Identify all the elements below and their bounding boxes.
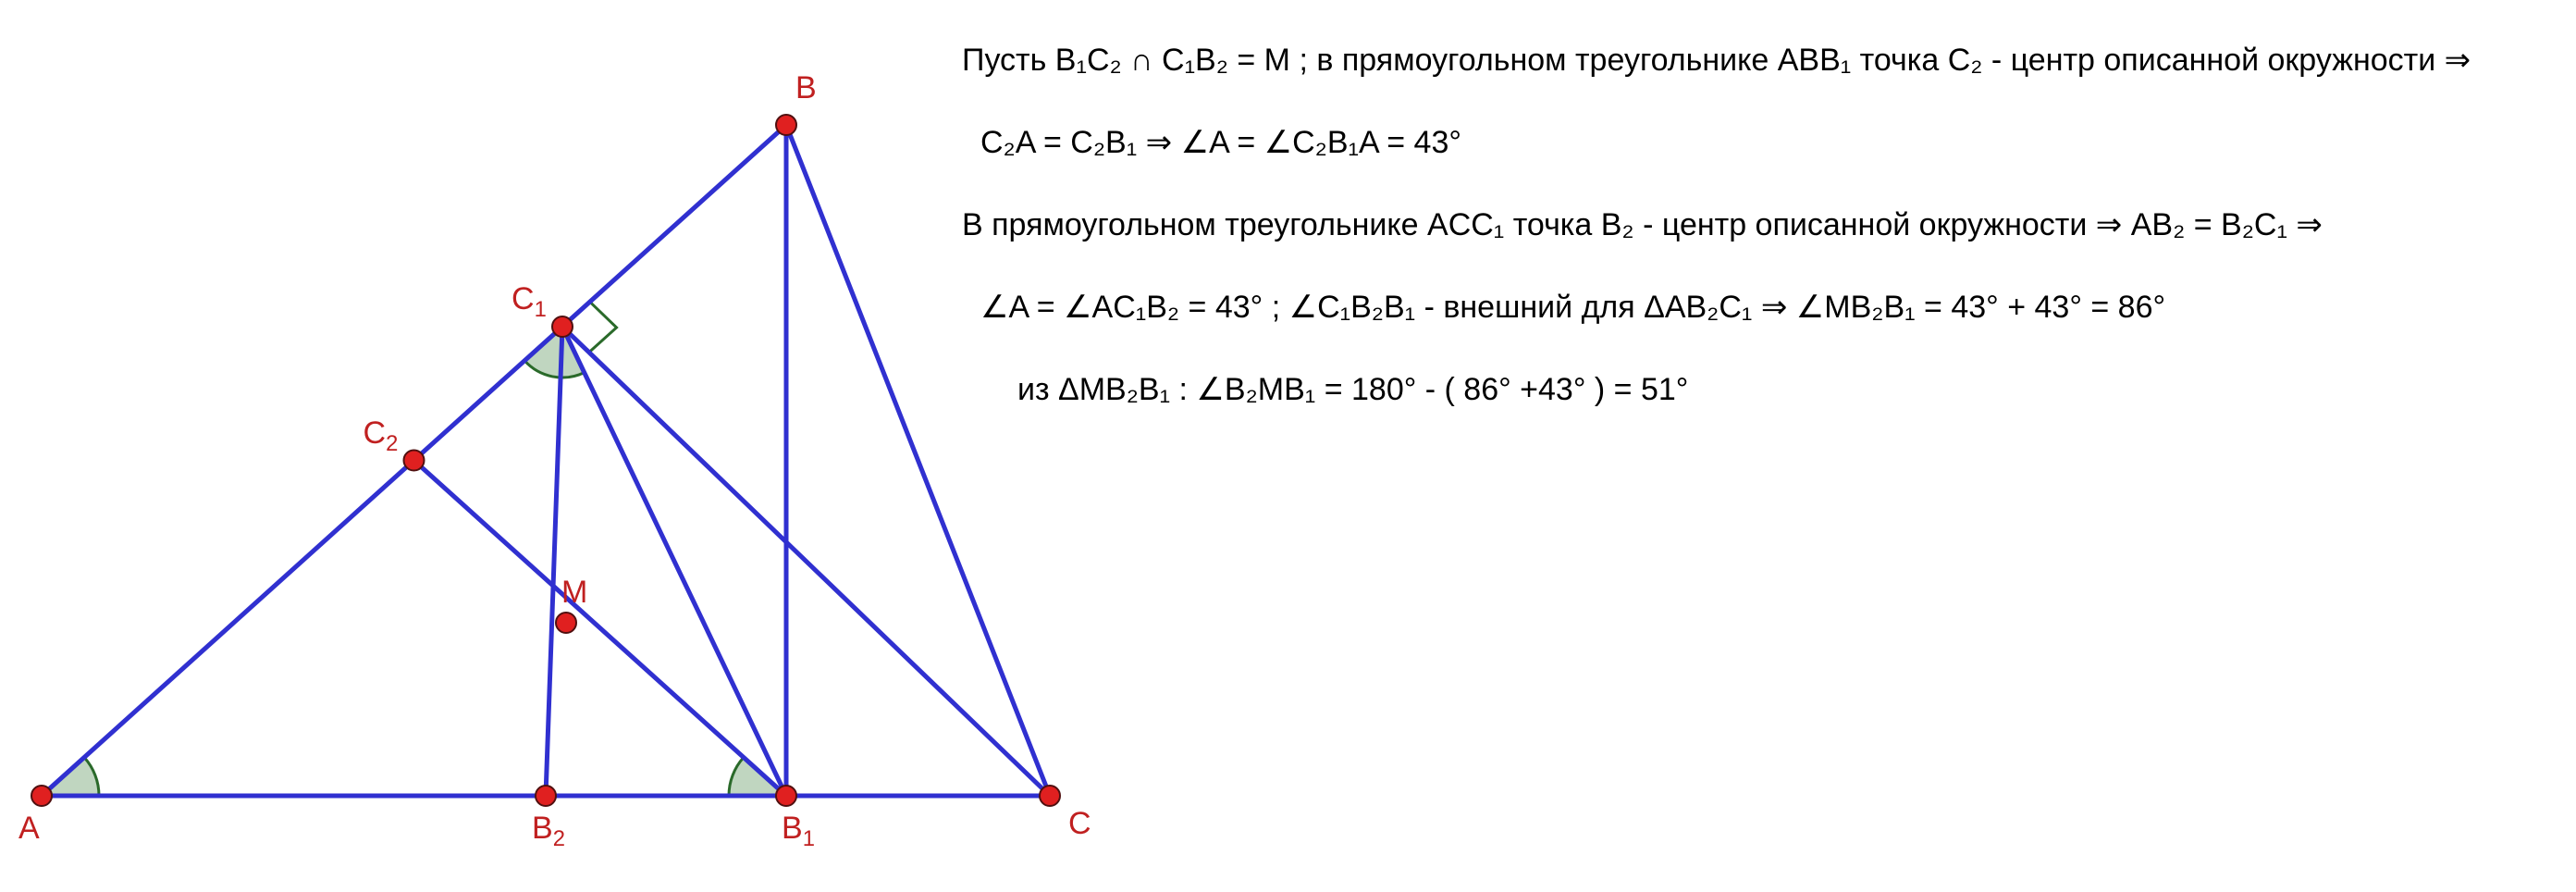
solution-text: Пусть B₁C₂ ∩ C₁B₂ = M ; в прямоугольном … bbox=[962, 37, 2534, 449]
text-line-5: из ΔMB₂B₁ : ∠B₂MB₁ = 180° - ( 86° +43° )… bbox=[962, 366, 2534, 414]
point-label-B2: B2 bbox=[532, 811, 565, 852]
point-label-C: C bbox=[1068, 806, 1091, 842]
text-line-3: В прямоугольном треугольнике ACC₁ точка … bbox=[962, 202, 2534, 249]
text-line-4: ∠A = ∠AC₁B₂ = 43° ; ∠C₁B₂B₁ - внешний дл… bbox=[962, 284, 2534, 331]
diagram-svg bbox=[0, 0, 1110, 887]
point-label-C2: C2 bbox=[364, 415, 399, 457]
point-label-M: M bbox=[561, 575, 587, 611]
text-line-1: Пусть B₁C₂ ∩ C₁B₂ = M ; в прямоугольном … bbox=[962, 37, 2534, 84]
point-label-B: B bbox=[795, 70, 817, 106]
point-label-C1: C1 bbox=[512, 281, 547, 323]
geometry-diagram bbox=[0, 0, 1110, 892]
text-line-2: C₂A = C₂B₁ ⇒ ∠A = ∠C₂B₁A = 43° bbox=[962, 119, 2534, 167]
point-label-B1: B1 bbox=[782, 811, 815, 852]
point-label-A: A bbox=[18, 811, 40, 847]
